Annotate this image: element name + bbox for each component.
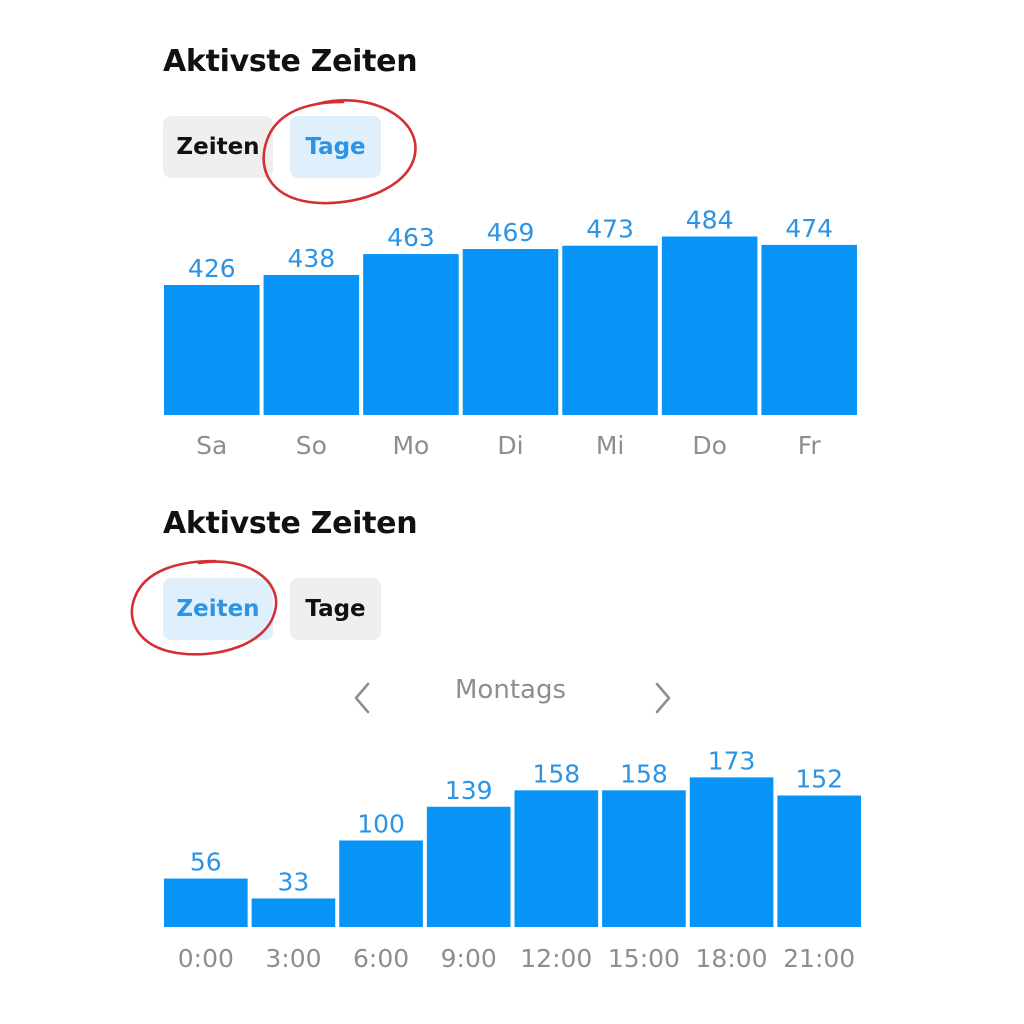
tab-tage[interactable]: Tage [290,578,381,640]
bar-value-label: 33 [278,867,310,896]
category-label: Di [497,431,523,460]
section-title-times: Aktivste Zeiten [163,506,418,541]
chevron-left-icon[interactable] [350,680,374,716]
bar-So [263,274,360,415]
bar-15:00 [602,790,686,927]
bar-value-label: 139 [445,776,493,805]
bar-value-label: 463 [387,223,435,252]
category-label: 6:00 [353,944,409,973]
category-label: 18:00 [696,944,768,973]
bar-value-label: 158 [620,759,668,788]
bar-value-label: 426 [188,254,236,283]
bar-value-label: 469 [487,218,535,247]
category-label: 0:00 [178,944,234,973]
bar-Di [462,249,559,415]
category-label: 12:00 [520,944,592,973]
bar-value-label: 56 [190,848,222,877]
bar-value-label: 473 [586,215,634,244]
bar-9:00 [426,806,511,927]
bar-21:00 [777,795,861,927]
bar-value-label: 484 [686,206,734,235]
bar-value-label: 100 [357,810,405,839]
bar-value-label: 158 [532,759,580,788]
bar-6:00 [339,840,423,927]
category-label: Sa [196,431,227,460]
tab-zeiten[interactable]: Zeiten [163,116,273,178]
bar-12:00 [514,790,599,927]
bar-18:00 [689,777,774,927]
category-label: Mi [596,431,625,460]
bar-Mo [363,254,459,415]
tab-tage-label: Tage [305,596,366,622]
section-title-days: Aktivste Zeiten [163,44,418,79]
category-label: Fr [798,431,822,460]
bar-value-label: 474 [785,214,833,243]
bar-value-label: 173 [708,746,756,775]
category-label: Mo [392,431,429,460]
bar-value-label: 438 [287,244,335,273]
category-label: 9:00 [441,944,497,973]
category-label: 3:00 [265,944,321,973]
category-label: 21:00 [783,944,855,973]
bar-value-label: 152 [795,765,843,794]
tab-zeiten-label: Zeiten [176,134,260,160]
bar-Mi [562,245,658,415]
bar-Do [661,236,758,415]
category-label: 15:00 [608,944,680,973]
bar-Fr [761,244,857,415]
bar-0:00 [164,878,248,927]
category-label: Do [692,431,727,460]
bar-Sa [164,285,260,415]
bar-3:00 [251,898,336,927]
day-selector-label: Montags [455,675,566,705]
category-label: So [296,431,327,460]
chevron-right-icon[interactable] [651,680,675,716]
